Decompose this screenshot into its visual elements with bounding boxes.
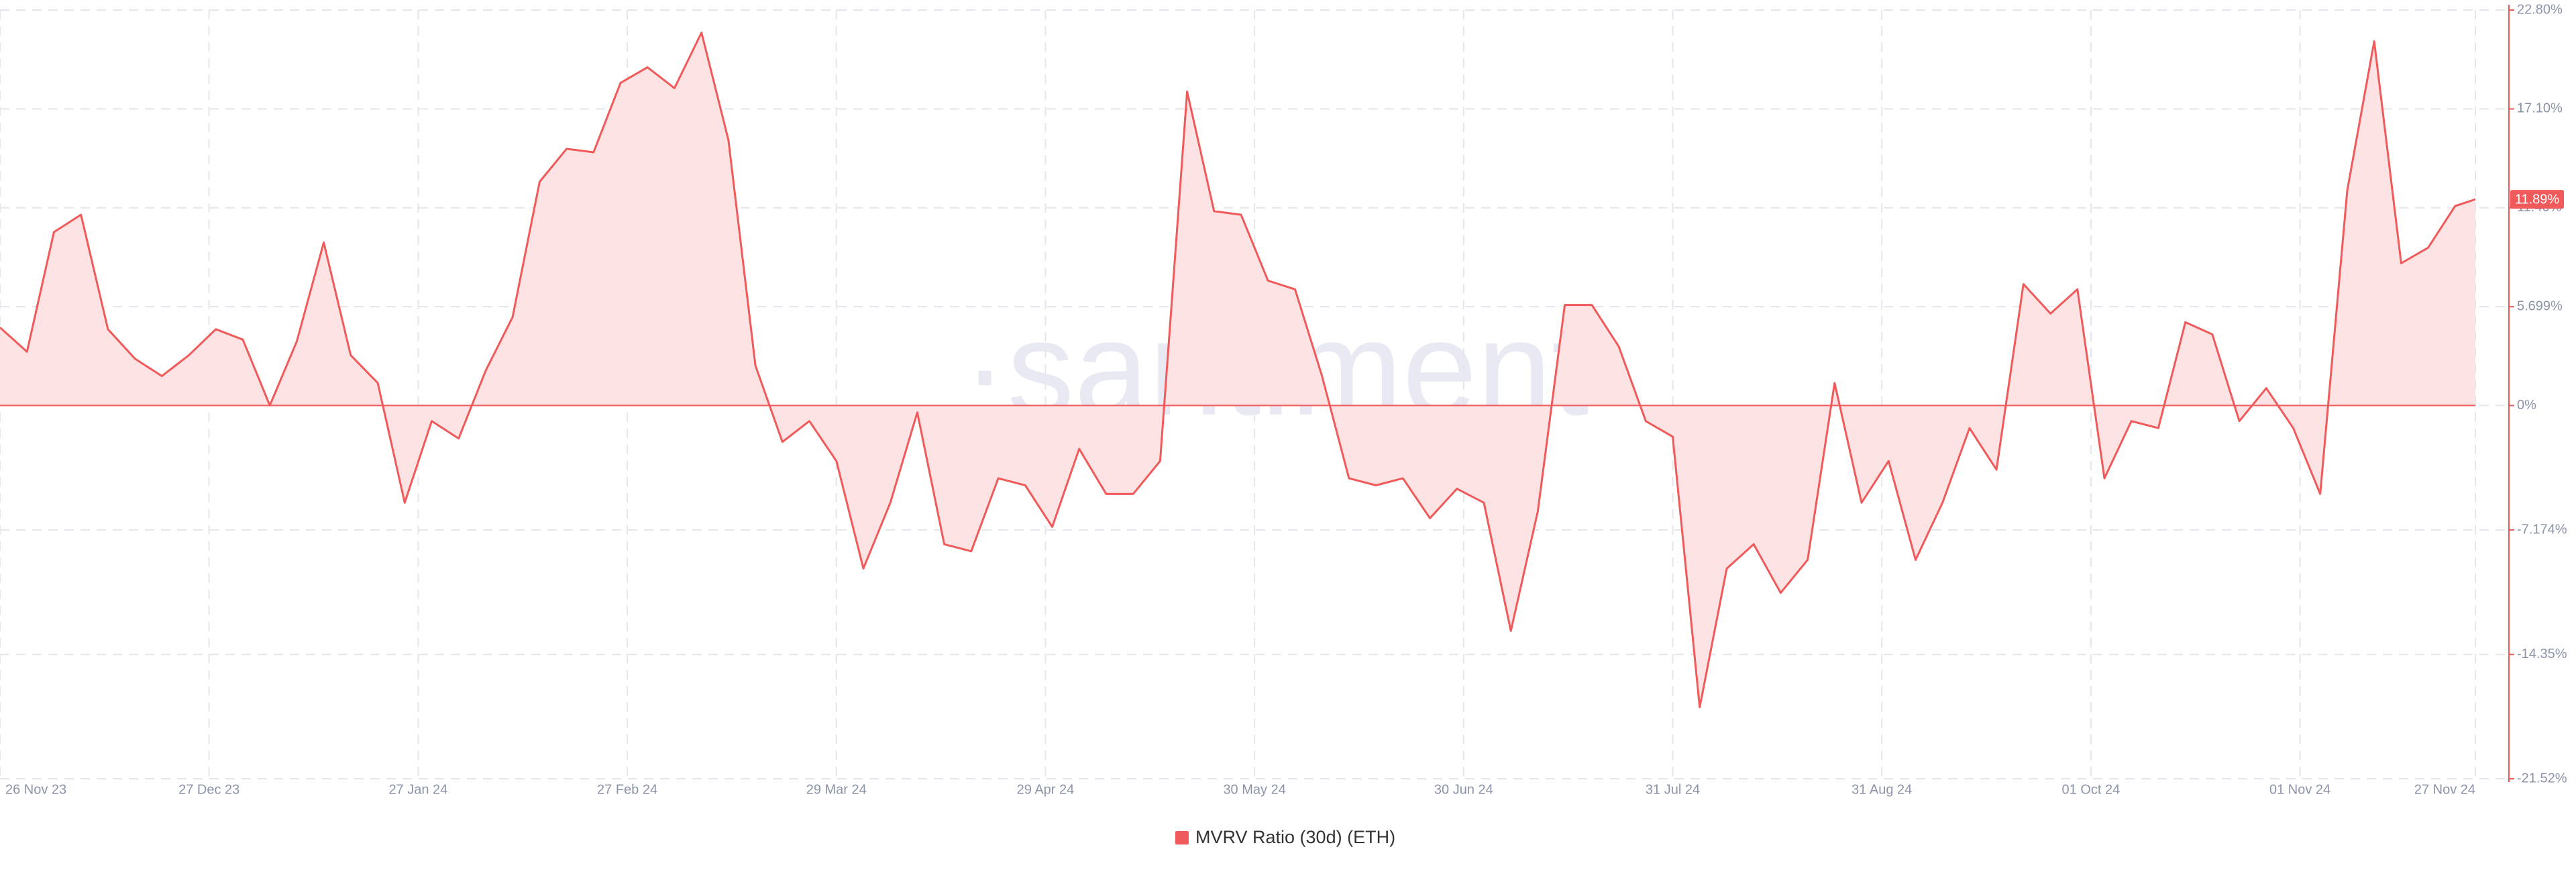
last-value-badge: 11.89% bbox=[2510, 190, 2564, 209]
x-tick-label: 31 Jul 24 bbox=[1646, 782, 1700, 797]
legend-label: MVRV Ratio (30d) (ETH) bbox=[1195, 827, 1395, 847]
last-value-label: 11.89% bbox=[2515, 192, 2560, 207]
legend: MVRV Ratio (30d) (ETH) bbox=[1175, 827, 1395, 847]
y-tick-label: 5.699% bbox=[2517, 298, 2563, 313]
last-value-marker bbox=[2510, 190, 2564, 209]
area bbox=[0, 32, 2475, 708]
y-tick-label: -14.35% bbox=[2517, 647, 2567, 661]
y-tick-label: 17.10% bbox=[2517, 101, 2563, 116]
line bbox=[0, 32, 2476, 708]
x-tick-label: 27 Dec 23 bbox=[178, 782, 239, 797]
x-tick-label: 26 Nov 23 bbox=[5, 782, 66, 797]
x-tick-label: 29 Mar 24 bbox=[806, 782, 867, 797]
x-tick-label: 31 Aug 24 bbox=[1851, 782, 1912, 797]
x-tick-label: 01 Oct 24 bbox=[2062, 782, 2121, 797]
x-tick-label: 27 Nov 24 bbox=[2414, 782, 2475, 797]
y-tick-label: 22.80% bbox=[2517, 2, 2563, 17]
x-tick-label: 01 Nov 24 bbox=[2269, 782, 2330, 797]
x-tick-label: 29 Apr 24 bbox=[1017, 782, 1075, 797]
x-tick-label: 30 Jun 24 bbox=[1434, 782, 1493, 797]
y-tick-label: -21.52% bbox=[2517, 771, 2567, 785]
x-tick-label: 27 Feb 24 bbox=[597, 782, 657, 797]
y-tick-label: -7.174% bbox=[2517, 522, 2567, 537]
y-tick-label: 0% bbox=[2517, 398, 2536, 413]
x-tick-label: 27 Jan 24 bbox=[388, 782, 447, 797]
legend-swatch bbox=[1175, 831, 1189, 844]
x-tick-label: 30 May 24 bbox=[1223, 782, 1285, 797]
